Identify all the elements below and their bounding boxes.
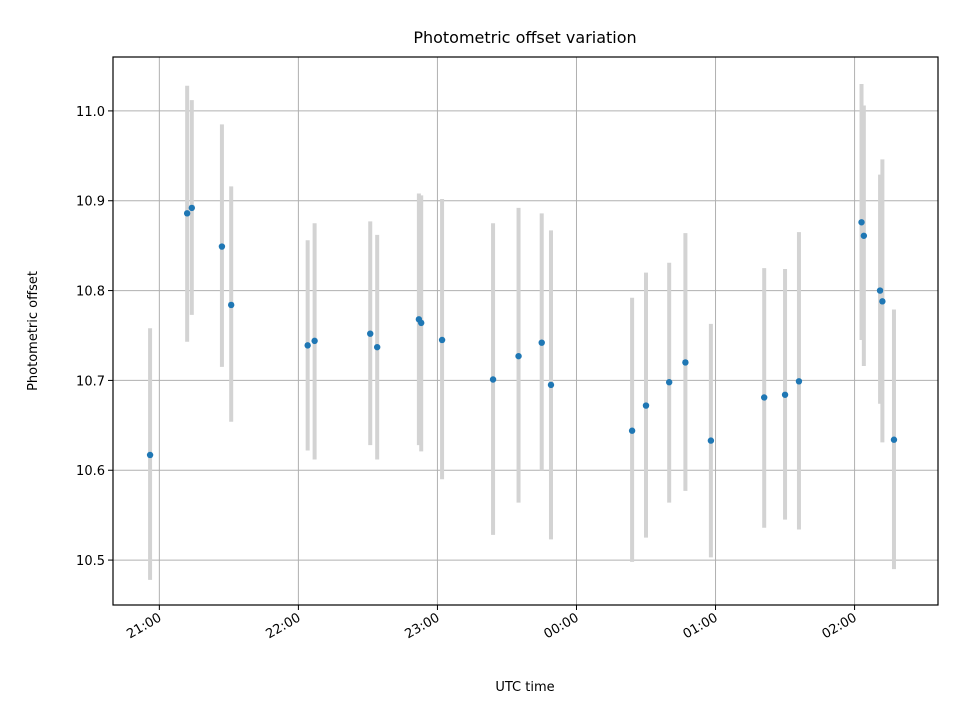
y-axis-label: Photometric offset <box>26 271 41 391</box>
data-point <box>547 381 555 389</box>
data-point <box>304 342 311 349</box>
data-point <box>515 352 522 360</box>
data-point <box>876 287 884 294</box>
data-point <box>311 337 318 345</box>
data-point <box>227 301 235 309</box>
y-tick-label: 10.6 <box>76 464 105 479</box>
x-axis-label: UTC time <box>495 680 554 695</box>
data-point <box>188 204 195 212</box>
data-points <box>146 204 898 459</box>
y-tick-label: 10.5 <box>76 554 105 569</box>
data-point <box>373 343 381 351</box>
y-tick-label: 10.9 <box>76 195 105 210</box>
y-tick-label: 11.0 <box>76 105 105 120</box>
data-point <box>367 330 374 337</box>
data-point <box>183 210 191 217</box>
data-point <box>665 379 673 386</box>
data-point <box>538 339 545 346</box>
data-point <box>489 376 497 383</box>
data-point <box>642 402 650 409</box>
y-axis-ticks: 10.5 10.6 10.7 10.8 10.9 11.0 <box>76 105 113 569</box>
data-point <box>879 298 886 305</box>
plot-frame <box>112 56 939 606</box>
data-point <box>682 359 689 366</box>
chart-title: Photometric offset variation <box>413 28 636 47</box>
data-point <box>146 451 154 459</box>
data-point <box>628 427 636 434</box>
data-point <box>858 219 865 226</box>
data-point <box>760 394 768 401</box>
y-tick-label: 10.8 <box>76 285 105 300</box>
y-tick-label: 10.7 <box>76 374 105 389</box>
data-point <box>707 437 715 444</box>
data-point <box>418 319 425 327</box>
data-point <box>438 336 446 344</box>
data-point <box>795 378 803 385</box>
data-point <box>218 243 226 250</box>
data-point <box>890 436 898 443</box>
data-point <box>860 232 868 239</box>
data-point <box>781 391 789 398</box>
